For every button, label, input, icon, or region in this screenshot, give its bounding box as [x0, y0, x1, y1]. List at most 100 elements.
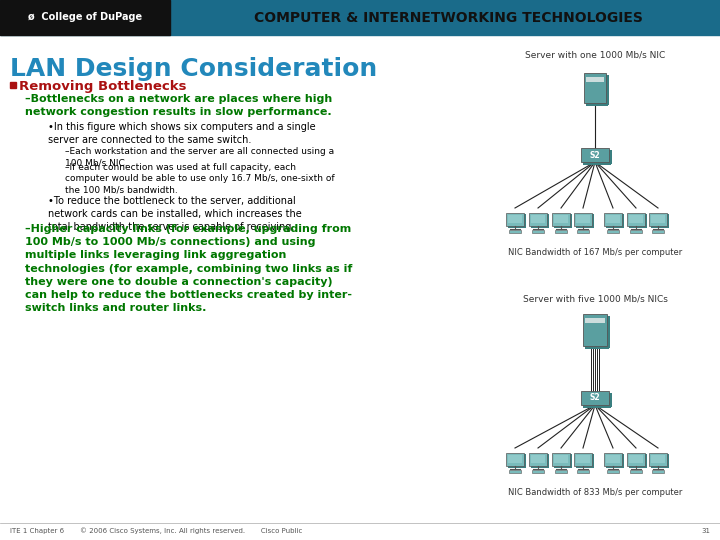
Bar — [627, 453, 645, 465]
Bar — [555, 230, 567, 233]
Text: COMPUTER & INTERNETWORKING TECHNOLOGIES: COMPUTER & INTERNETWORKING TECHNOLOGIES — [253, 10, 642, 24]
Bar — [667, 214, 669, 227]
Bar — [524, 214, 526, 227]
Bar — [577, 469, 589, 472]
Bar — [508, 226, 526, 227]
Bar — [604, 213, 622, 226]
Bar — [606, 75, 609, 105]
Bar — [583, 162, 611, 165]
Bar — [506, 453, 524, 465]
Bar — [10, 82, 16, 88]
Bar — [575, 226, 593, 227]
Bar — [651, 455, 665, 462]
Bar — [0, 0, 170, 35]
Bar — [555, 469, 567, 472]
Bar — [585, 318, 605, 323]
Bar — [584, 73, 606, 103]
Bar — [586, 103, 608, 106]
Text: NIC Bandwidth of 833 Mb/s per computer: NIC Bandwidth of 833 Mb/s per computer — [508, 488, 682, 497]
Bar — [630, 230, 642, 233]
Bar — [606, 214, 620, 222]
Text: Server with five 1000 Mb/s NICs: Server with five 1000 Mb/s NICs — [523, 295, 667, 304]
Text: ø  College of DuPage: ø College of DuPage — [28, 12, 142, 23]
Bar — [547, 214, 549, 227]
Bar — [650, 226, 668, 227]
Bar — [506, 213, 524, 226]
Text: Server with one 1000 Mb/s NIC: Server with one 1000 Mb/s NIC — [525, 50, 665, 59]
Text: S2: S2 — [590, 151, 600, 159]
Bar — [508, 214, 522, 222]
Bar — [509, 230, 521, 233]
Bar — [531, 226, 549, 227]
Bar — [508, 465, 526, 468]
Text: –Each workstation and the server are all connected using a
100 Mb/s NIC.: –Each workstation and the server are all… — [65, 147, 334, 167]
Bar — [577, 230, 589, 233]
Bar — [552, 453, 570, 465]
Bar — [552, 213, 570, 226]
Bar — [649, 453, 667, 465]
Bar — [576, 214, 590, 222]
Bar — [531, 455, 545, 462]
Text: •In this figure which shows six computers and a single
server are connected to t: •In this figure which shows six computer… — [48, 122, 315, 145]
Bar — [574, 213, 592, 226]
Bar — [524, 454, 526, 467]
Bar — [606, 455, 620, 462]
Bar — [529, 213, 547, 226]
Bar — [650, 465, 668, 468]
Bar — [607, 469, 619, 472]
Text: ITE 1 Chapter 6       © 2006 Cisco Systems, Inc. All rights reserved.       Cisc: ITE 1 Chapter 6 © 2006 Cisco Systems, In… — [10, 528, 302, 535]
Bar — [581, 391, 609, 405]
Bar — [508, 455, 522, 462]
Text: –Bottlenecks on a network are places where high
network congestion results in sl: –Bottlenecks on a network are places whe… — [25, 94, 332, 117]
Bar — [532, 469, 544, 472]
Bar — [529, 453, 547, 465]
Bar — [629, 214, 643, 222]
Bar — [609, 150, 612, 164]
Bar — [592, 454, 594, 467]
Bar — [581, 148, 609, 162]
Bar — [607, 230, 619, 233]
Bar — [547, 454, 549, 467]
Text: LAN Design Consideration: LAN Design Consideration — [10, 57, 377, 81]
Bar — [627, 213, 645, 226]
Bar — [622, 214, 624, 227]
Bar — [629, 455, 643, 462]
Bar — [606, 465, 624, 468]
Bar — [554, 465, 572, 468]
Bar — [645, 454, 647, 467]
Bar — [554, 455, 568, 462]
Text: –If each connection was used at full capacity, each
computer would be able to us: –If each connection was used at full cap… — [65, 163, 335, 194]
Bar — [509, 469, 521, 472]
Bar — [531, 214, 545, 222]
Bar — [629, 465, 647, 468]
Bar — [554, 214, 568, 222]
Bar — [531, 465, 549, 468]
Bar — [570, 454, 572, 467]
Bar — [532, 230, 544, 233]
Text: Removing Bottlenecks: Removing Bottlenecks — [19, 80, 186, 93]
Text: S2: S2 — [590, 394, 600, 402]
Bar — [554, 226, 572, 227]
Text: 31: 31 — [701, 528, 710, 534]
Bar — [629, 226, 647, 227]
Bar — [651, 214, 665, 222]
Bar — [585, 346, 609, 349]
Text: –Higher capacity links (for example, upgrading from
100 Mb/s to 1000 Mb/s connec: –Higher capacity links (for example, upg… — [25, 224, 352, 313]
Bar — [576, 455, 590, 462]
Text: NIC Bandwidth of 167 Mb/s per computer: NIC Bandwidth of 167 Mb/s per computer — [508, 248, 682, 257]
Bar — [574, 453, 592, 465]
Bar — [575, 465, 593, 468]
Bar — [0, 0, 720, 35]
Bar — [570, 214, 572, 227]
Bar — [622, 454, 624, 467]
Bar — [607, 316, 610, 348]
Bar — [592, 214, 594, 227]
Text: •To reduce the bottleneck to the server, additional
network cards can be install: •To reduce the bottleneck to the server,… — [48, 196, 302, 232]
Bar — [652, 230, 664, 233]
Bar — [667, 454, 669, 467]
Bar — [609, 393, 612, 407]
Bar — [630, 469, 642, 472]
Bar — [586, 77, 604, 82]
Bar — [649, 213, 667, 226]
Bar — [583, 314, 607, 346]
